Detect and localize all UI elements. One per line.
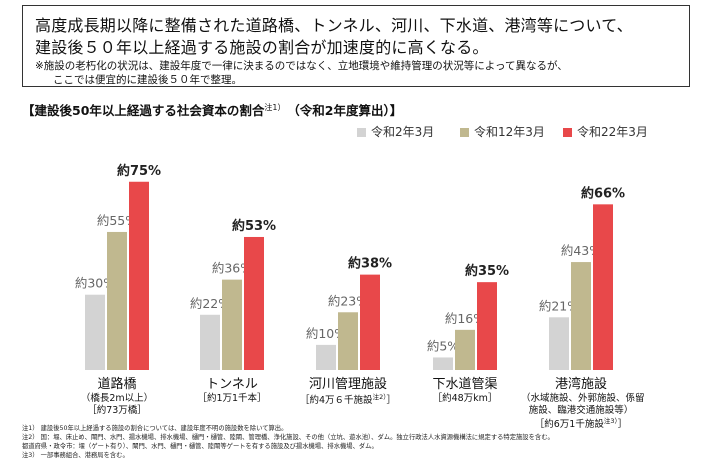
bar [316,344,336,370]
legend-label: 令和12年3月 [474,125,545,139]
intro-heading-line-2: 建設後５０年以上経過する施設の割合が加速度的に高くなる。 [35,38,489,57]
bar [360,274,380,370]
legend-swatch [563,128,572,137]
intro-heading-line-1: 高度成長期以降に整備された道路橋、トンネル、河川、下水道、港湾等について、 [35,16,633,35]
category-name: 下水道管渠 [432,377,498,392]
legend-item: 令和2年3月 [357,123,434,140]
data-label: 約22% [190,296,230,311]
footnotes: 注1） 建設後50年以上経過する施設の割合については、建設年度不明の施設数を除い… [22,424,554,461]
category-name: 道路橋 [97,377,137,392]
legend-swatch [357,128,366,137]
category-detail: （水域施設、外郭施設、係留 [521,393,645,405]
data-label: 約43% [561,243,601,258]
bar [129,181,149,370]
bar [338,312,358,370]
category-detail: ［約6万1千施設注3）］ [534,417,628,431]
bar [433,357,453,370]
category-detail: ［約4万６千施設注2）］ [300,393,396,407]
footnote-line: 都道府県・政令市：堰（ゲート有り）、閘門、水門、樋門・樋管、陸閘等ゲートを有する… [22,443,378,451]
category-detail: ［約48万km］ [432,393,498,405]
category-label: トンネル ［約1万1千本］ [172,377,292,405]
legend-swatch [460,128,469,137]
category-detail: 施設、臨港交通施設等） [528,405,634,417]
data-label: 約53% [232,218,276,234]
category-label: 道路橋 （橋長2m以上） ［約73万橋］ [57,377,177,417]
legend-item: 令和12年3月 [460,123,545,140]
bar [85,294,105,370]
bar [222,279,242,370]
bar [455,329,475,370]
chart-title-main: 【建設後50年以上経過する社会資本の割合 [22,103,265,118]
category-name: 河川管理施設 [308,377,387,392]
footnote-line: 注3） 一部事務組合、港務局を含む。 [22,452,129,460]
data-label: 約5% [427,338,459,353]
chart-title-note-ref: 注1） [264,102,286,112]
data-label: 約66% [581,185,625,201]
data-label: 約75% [117,163,161,179]
legend-item: 令和22年3月 [563,123,648,140]
bar [477,282,497,370]
category-detail: （橋長2m以上） [80,393,154,405]
category-label: 河川管理施設 ［約4万６千施設注2）］ [288,377,408,407]
data-label: 約16% [445,311,485,326]
data-label: 約21% [539,298,579,313]
legend-label: 令和2年3月 [371,125,435,139]
intro-box: 高度成長期以降に整備された道路橋、トンネル、河川、下水道、港湾等について、 建設… [22,5,690,87]
category-label: 港湾施設 （水域施設、外郭施設、係留 施設、臨港交通施設等） ［約6万1千施設注3）］ [521,377,645,431]
category-label: 下水道管渠 ［約48万km］ [405,377,525,405]
data-label: 約30% [75,276,115,291]
category-name: トンネル [206,377,258,392]
bar [571,262,591,370]
bar [244,236,264,370]
bar [593,204,613,370]
chart-title: 【建設後50年以上経過する社会資本の割合注1） （令和2年度算出）】 [22,100,402,119]
footnote-line: 注2） 国：堰、床止め、閘門、水門、揚水機場、排水機場、樋門・樋管、陸閘、管理橋… [22,434,554,442]
category-name: 港湾施設 [554,377,607,392]
footnote-line: 注1） 建設後50年以上経過する施設の割合については、建設年度不明の施設数を除い… [22,425,288,432]
bar [200,314,220,370]
category-detail: ［約1万1千本］ [197,393,267,405]
data-label: 約23% [328,293,368,308]
bar [107,231,127,370]
data-label: 約55% [97,213,137,228]
chart-title-period: （令和2年度算出）】 [293,103,403,118]
intro-note-line-1: ※施設の老朽化の状況は、建設年度で一律に決まるのではなく、立地環境や維持管理の状… [35,60,568,72]
data-label: 約38% [348,256,392,272]
category-detail: ［約73万橋］ [87,405,147,417]
data-label: 約35% [465,263,509,279]
data-label: 約10% [306,326,346,341]
bar [549,317,569,370]
intro-note-line-2: ここでは便宜的に建設後５０年で整理。 [53,74,242,86]
legend-label: 令和22年3月 [577,125,648,139]
data-label: 約36% [212,261,252,276]
